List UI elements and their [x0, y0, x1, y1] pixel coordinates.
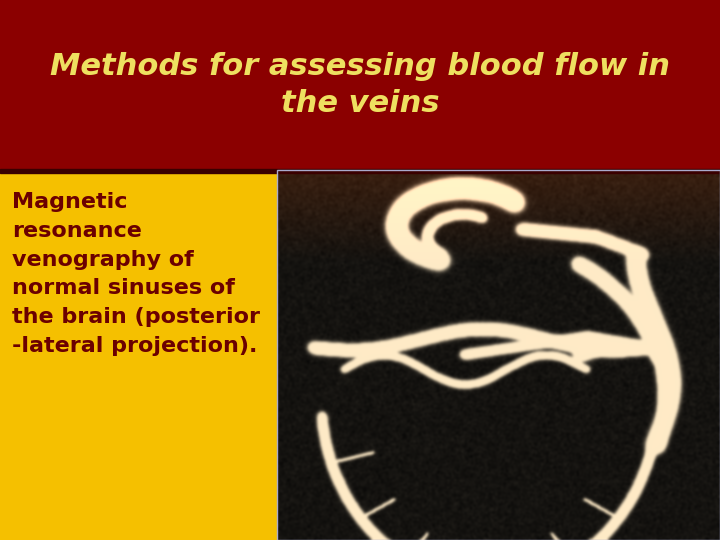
Text: Methods for assessing blood flow in
the veins: Methods for assessing blood flow in the …: [50, 52, 670, 118]
Bar: [0, 0, 720, 170]
Bar: [0, 170, 277, 540]
Bar: [0, 169, 720, 173]
Bar: [277, 170, 720, 540]
Text: Magnetic
resonance
venography of
normal sinuses of
the brain (posterior
-lateral: Magnetic resonance venography of normal …: [12, 192, 260, 356]
